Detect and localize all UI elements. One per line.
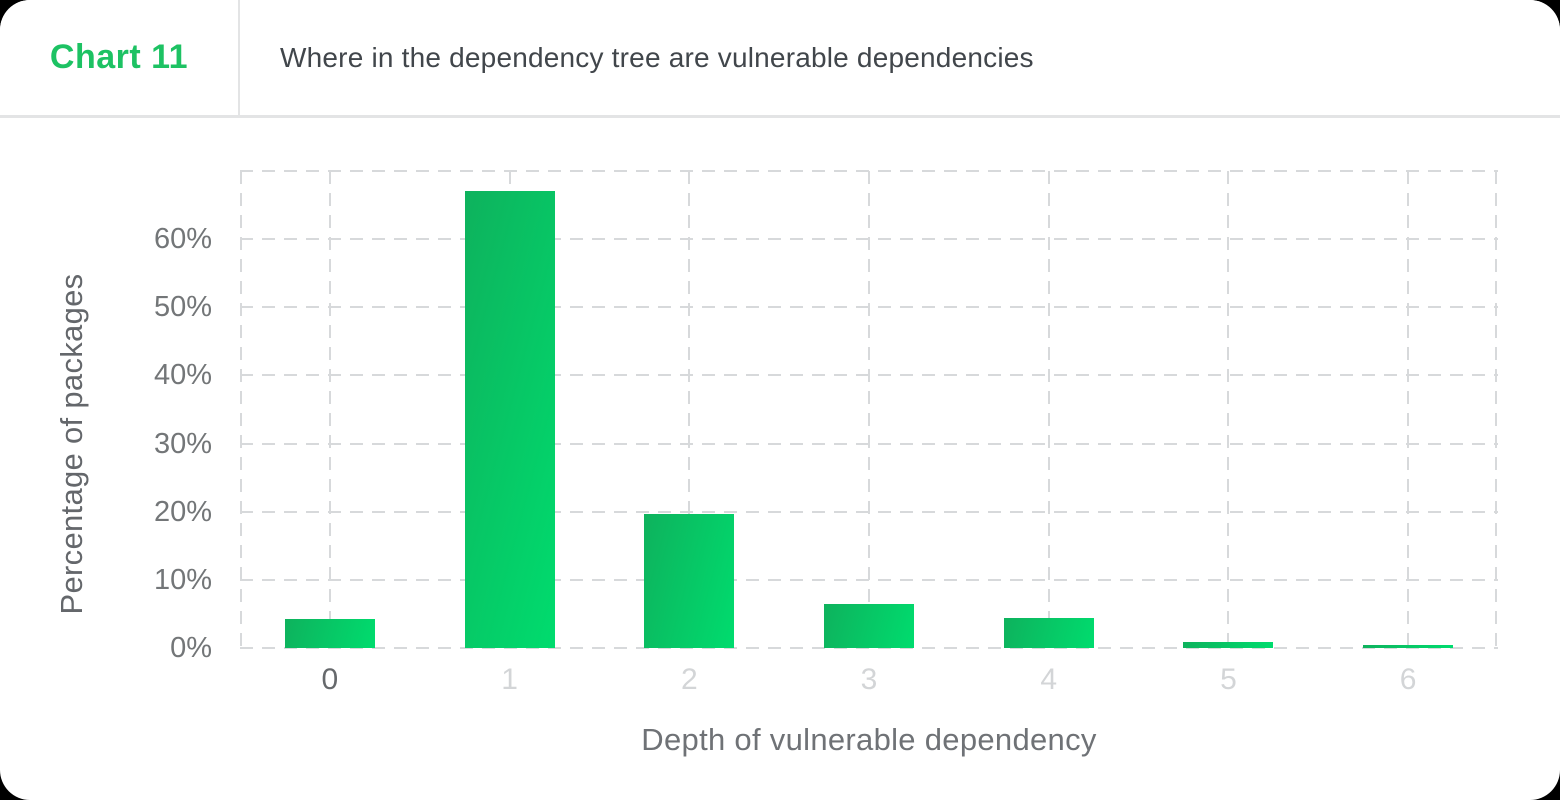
vertical-gridline xyxy=(688,171,691,648)
y-tick-label: 60% xyxy=(153,223,212,256)
y-tick-label: 40% xyxy=(153,359,212,392)
x-tick-label: 5 xyxy=(1220,663,1237,696)
y-tick-label: 0% xyxy=(170,632,212,664)
y-tick-label: 50% xyxy=(153,291,212,324)
bar-depth-2 xyxy=(644,514,735,648)
x-tick-label: 2 xyxy=(680,663,698,696)
bar-depth-6 xyxy=(1363,644,1454,648)
x-axis-title: Depth of vulnerable dependency xyxy=(641,722,1097,757)
chart-title-cell: Where in the dependency tree are vulnera… xyxy=(240,0,1560,115)
horizontal-gridline xyxy=(240,647,1498,649)
vertical-gridline xyxy=(1407,171,1410,648)
x-tick-label: 6 xyxy=(1399,663,1417,696)
x-tick-label: 1 xyxy=(501,663,518,696)
bar-depth-4 xyxy=(1003,618,1094,648)
y-axis-tick-labels: 0% 10% 20% 30% 40% 50% 60% xyxy=(0,0,212,800)
y-tick-label: 10% xyxy=(153,563,212,596)
bar-depth-5 xyxy=(1183,641,1274,648)
vertical-gridline xyxy=(1227,171,1230,648)
bar-depth-0 xyxy=(284,619,375,648)
vertical-gridline xyxy=(1047,171,1050,648)
bar-depth-3 xyxy=(824,603,914,648)
x-tick-label: 4 xyxy=(1040,663,1058,696)
vertical-gridline xyxy=(240,171,242,648)
y-tick-label: 30% xyxy=(153,427,212,460)
x-axis-tick-labels: 0 1 2 3 4 5 6 xyxy=(240,662,1498,702)
plot-area xyxy=(240,170,1498,649)
header: Chart 11 Where in the dependency tree ar… xyxy=(0,0,1560,118)
chart-number-label: Chart 11 xyxy=(49,38,189,76)
vertical-gridline xyxy=(328,171,331,648)
x-tick-label: 3 xyxy=(860,663,878,696)
chart-number-cell: Chart 11 xyxy=(0,0,240,115)
vertical-gridline xyxy=(868,171,870,648)
x-tick-label: 0 xyxy=(321,663,339,696)
bar-depth-1 xyxy=(464,191,555,648)
chart-title: Where in the dependency tree are vulnera… xyxy=(280,41,1034,73)
y-tick-label: 20% xyxy=(153,495,212,528)
vertical-gridline xyxy=(1495,171,1497,648)
